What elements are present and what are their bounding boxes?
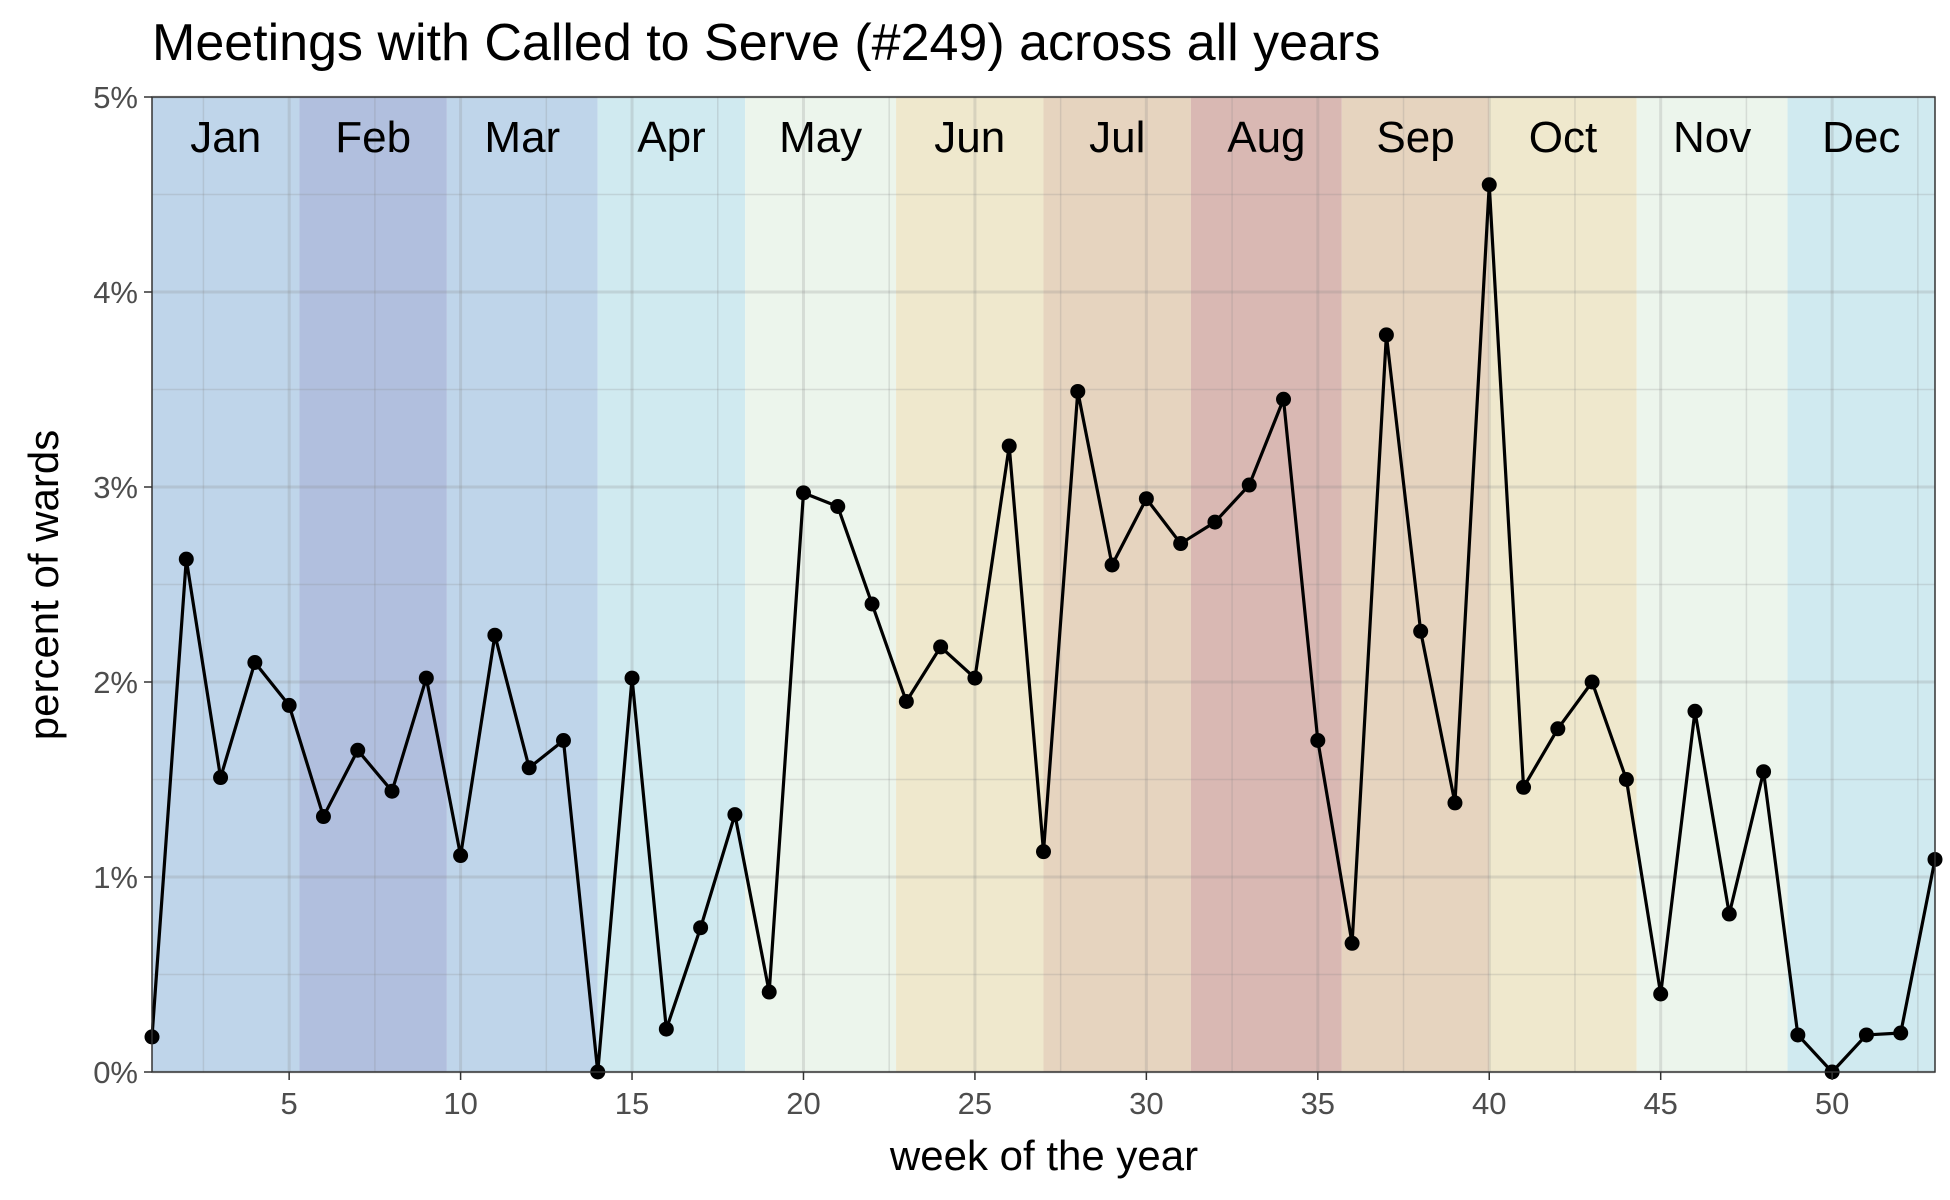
chart-title: Meetings with Called to Serve (#249) acr… bbox=[152, 14, 1380, 72]
data-point bbox=[1790, 1027, 1806, 1043]
data-point bbox=[1550, 721, 1566, 737]
x-tick-label: 10 bbox=[443, 1086, 477, 1121]
data-point bbox=[453, 848, 469, 864]
month-label-nov: Nov bbox=[1673, 113, 1751, 162]
data-point bbox=[1756, 764, 1772, 780]
month-band-aug bbox=[1190, 97, 1342, 1072]
month-band-jul bbox=[1043, 97, 1191, 1072]
data-point bbox=[1378, 327, 1394, 343]
data-point bbox=[727, 807, 743, 823]
x-tick-label: 40 bbox=[1472, 1086, 1506, 1121]
data-point bbox=[1584, 674, 1600, 690]
data-point bbox=[1276, 391, 1292, 407]
data-point bbox=[1858, 1027, 1874, 1043]
y-axis-title: percent of wards bbox=[20, 430, 67, 741]
data-point bbox=[281, 697, 297, 713]
data-point bbox=[521, 760, 537, 776]
x-tick-label: 20 bbox=[786, 1086, 820, 1121]
data-point bbox=[830, 499, 846, 514]
data-point bbox=[1447, 795, 1463, 811]
x-tick-label: 15 bbox=[615, 1086, 649, 1121]
x-tick-label: 5 bbox=[281, 1086, 298, 1121]
month-labels: Jan Feb Mar Apr May Jun Jul Aug Sep Oct Nov Dec bbox=[190, 113, 1900, 162]
data-point bbox=[1070, 383, 1086, 399]
y-tick-label: 3% bbox=[93, 470, 138, 505]
month-label-apr: Apr bbox=[637, 113, 705, 162]
data-point bbox=[898, 694, 914, 709]
month-band-jan bbox=[152, 97, 300, 1072]
data-point bbox=[1687, 703, 1703, 719]
data-point bbox=[247, 655, 263, 670]
data-point bbox=[933, 639, 949, 655]
y-tick-label: 2% bbox=[93, 665, 138, 700]
data-series bbox=[144, 177, 1943, 1080]
month-band-dec bbox=[1787, 97, 1935, 1072]
data-point bbox=[624, 670, 640, 686]
data-point bbox=[1173, 536, 1189, 552]
data-point bbox=[315, 809, 331, 825]
data-point bbox=[1344, 935, 1360, 951]
data-point bbox=[967, 670, 983, 686]
y-tick-label: 1% bbox=[93, 860, 138, 895]
data-point bbox=[1618, 772, 1634, 787]
month-band-oct bbox=[1489, 97, 1637, 1072]
axes: 0% 1% 2% 3% 4% 5% 5 10 15 20 25 30 35 40 45 50 bbox=[93, 80, 1849, 1121]
x-tick-label: 35 bbox=[1301, 1086, 1335, 1121]
data-point bbox=[1721, 906, 1737, 922]
x-tick-label: 30 bbox=[1129, 1086, 1163, 1121]
x-axis-title: week of the year bbox=[889, 1132, 1198, 1179]
data-point bbox=[213, 770, 229, 786]
data-point bbox=[795, 485, 811, 501]
data-point bbox=[1001, 438, 1017, 454]
data-point bbox=[1413, 623, 1429, 639]
month-band-apr bbox=[597, 97, 746, 1072]
month-bands bbox=[152, 97, 1935, 1072]
month-band-mar bbox=[446, 97, 598, 1072]
data-point bbox=[1310, 733, 1326, 748]
month-label-jan: Jan bbox=[190, 113, 261, 162]
month-band-jun bbox=[896, 97, 1044, 1072]
y-tick-label: 0% bbox=[93, 1055, 138, 1090]
x-tick-label: 45 bbox=[1643, 1086, 1677, 1121]
data-point bbox=[178, 551, 194, 567]
data-point bbox=[555, 733, 571, 748]
x-tick-label: 50 bbox=[1815, 1086, 1849, 1121]
data-point bbox=[1481, 177, 1497, 193]
data-point bbox=[1138, 491, 1154, 507]
data-point bbox=[350, 742, 366, 758]
y-tick-label: 4% bbox=[93, 275, 138, 310]
data-point bbox=[693, 920, 709, 936]
month-band-may bbox=[745, 97, 897, 1072]
month-label-mar: Mar bbox=[484, 113, 560, 162]
x-tick-label: 25 bbox=[958, 1086, 992, 1121]
plot-panel-border bbox=[151, 96, 1936, 1073]
data-point bbox=[1104, 557, 1120, 573]
data-point bbox=[487, 627, 503, 643]
month-label-oct: Oct bbox=[1529, 113, 1597, 162]
data-point bbox=[384, 783, 400, 799]
data-point bbox=[418, 670, 434, 686]
data-point bbox=[1207, 514, 1223, 530]
month-label-sep: Sep bbox=[1376, 113, 1454, 162]
data-point bbox=[1036, 844, 1051, 860]
month-band-nov bbox=[1636, 97, 1788, 1072]
month-label-jun: Jun bbox=[934, 113, 1005, 162]
data-point bbox=[1653, 986, 1669, 1002]
data-point bbox=[658, 1021, 674, 1037]
data-point bbox=[761, 984, 777, 1000]
y-tick-label: 5% bbox=[93, 80, 138, 115]
month-label-may: May bbox=[779, 113, 862, 162]
data-point bbox=[1241, 477, 1257, 493]
month-label-feb: Feb bbox=[335, 113, 411, 162]
data-point bbox=[1893, 1025, 1909, 1041]
month-label-jul: Jul bbox=[1089, 113, 1145, 162]
month-band-feb bbox=[299, 97, 447, 1072]
data-point bbox=[1516, 779, 1532, 795]
month-label-dec: Dec bbox=[1822, 113, 1900, 162]
month-label-aug: Aug bbox=[1227, 113, 1305, 162]
data-point bbox=[864, 596, 880, 612]
